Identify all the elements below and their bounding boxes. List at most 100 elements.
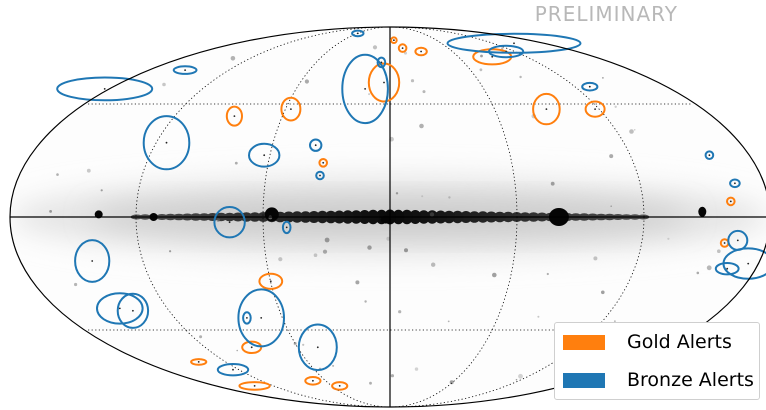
bronze-alert-contour <box>351 29 365 38</box>
gold-alert-center <box>401 47 404 49</box>
diffuse-speck <box>448 196 451 199</box>
gold-alert-contour <box>258 272 284 290</box>
bronze-alert <box>729 178 741 189</box>
bronze-alert-center <box>734 182 736 185</box>
bronze-alert <box>172 65 198 75</box>
alert-markers <box>56 29 766 391</box>
bronze-alert-contour <box>142 115 191 171</box>
gold-alert-center <box>545 108 548 110</box>
gold-alert-contour <box>584 100 606 118</box>
bronze-alert <box>297 323 338 372</box>
sky-boundary <box>9 26 766 408</box>
gold-alert-contour <box>367 62 401 103</box>
gold-alert-center <box>290 108 292 110</box>
diffuse-speck <box>322 249 328 254</box>
legend-swatch-gold <box>563 334 605 350</box>
bronze-alert-center <box>91 260 94 262</box>
diffuse-speck <box>216 218 221 222</box>
gold-alert-center <box>322 161 325 164</box>
diffuse-speck <box>518 373 523 379</box>
gold-alert-center <box>250 346 253 349</box>
bronze-alert <box>315 170 325 181</box>
gold-alert <box>238 381 271 391</box>
bronze-alert <box>74 239 111 283</box>
gold-alert <box>258 272 284 290</box>
diffuse-speck <box>367 245 372 250</box>
diffuse-speck <box>717 249 721 253</box>
bronze-alert-center <box>364 88 366 90</box>
diffuse-speck <box>602 77 604 79</box>
diffuse-speck <box>629 129 634 134</box>
bronze-alert-contour <box>341 53 389 125</box>
diffuse-speck <box>234 161 238 165</box>
diffuse-speck <box>86 168 91 173</box>
gold-alert-center <box>491 55 494 58</box>
gold-alert-contour <box>726 196 736 207</box>
gold-alert-contour <box>532 92 561 126</box>
bronze-alert-center <box>736 239 739 242</box>
bronze-alert <box>446 32 582 54</box>
bronze-alert-center <box>165 141 168 144</box>
diffuse-speck <box>696 271 700 275</box>
bronze-alert <box>142 115 191 171</box>
diffuse-speck <box>537 315 540 318</box>
diffuse-speck <box>449 380 454 385</box>
gold-alert <box>331 381 349 391</box>
gold-alert-contour <box>238 381 271 391</box>
gold-alert-center <box>338 385 341 387</box>
gold-alert-contour <box>190 358 208 366</box>
diffuse-speck <box>368 93 371 96</box>
bronze-alert-center <box>103 88 106 90</box>
diffuse-speck <box>609 154 614 159</box>
diffuse-speck <box>410 79 415 83</box>
bronze-alert-center <box>118 307 121 310</box>
diffuse-speck <box>278 257 283 262</box>
diffuse-speck <box>667 237 670 240</box>
bronze-alert <box>213 206 246 239</box>
bronze-alert-contour <box>216 363 250 377</box>
bronze-alert-contour <box>315 170 325 181</box>
diffuse-sources <box>49 45 721 385</box>
diffuse-speck <box>633 129 636 131</box>
diffuse-speck <box>372 45 378 50</box>
bronze-alert-center <box>747 262 750 265</box>
bronze-alert <box>116 292 150 329</box>
gold-alert <box>225 105 243 127</box>
gold-alert-contour <box>397 43 408 53</box>
diffuse-speck <box>601 290 605 295</box>
gold-alert-center <box>233 115 236 117</box>
gold-alert <box>584 100 606 118</box>
diffuse-speck <box>429 212 435 217</box>
bronze-alert-center <box>708 154 711 157</box>
bronze-alert-center <box>285 226 288 229</box>
gold-alert <box>532 92 561 126</box>
diffuse-speck <box>390 374 394 378</box>
gold-alert <box>397 43 408 53</box>
gold-alert-center <box>594 108 596 110</box>
bronze-alert-center <box>356 32 359 35</box>
bronze-alert-contour <box>729 178 741 189</box>
bronze-alert <box>56 76 154 102</box>
diffuse-speck <box>546 272 549 276</box>
bronze-alert-contour <box>237 288 286 348</box>
gold-alert-center <box>269 280 272 283</box>
bronze-alert-contour <box>248 142 281 168</box>
bronze-alert-contour <box>297 323 338 372</box>
legend-label-bronze: Bronze Alerts <box>627 369 754 391</box>
diffuse-speck <box>480 54 483 58</box>
diffuse-speck <box>364 300 367 303</box>
bronze-alert <box>722 247 766 280</box>
bronze-alert-contour <box>213 206 246 239</box>
diffuse-speck <box>49 210 52 213</box>
diffuse-speck <box>398 310 402 314</box>
legend: Gold Alerts Bronze Alerts <box>554 322 760 400</box>
diffuse-speck <box>169 250 172 253</box>
gold-alert-contour <box>225 105 243 127</box>
gold-alert <box>318 158 329 168</box>
gold-alert-center <box>197 361 200 363</box>
bronze-alert-center <box>246 317 248 319</box>
bronze-alert <box>96 292 144 325</box>
bronze-alert-center <box>513 42 515 45</box>
diffuse-speck <box>614 105 617 109</box>
